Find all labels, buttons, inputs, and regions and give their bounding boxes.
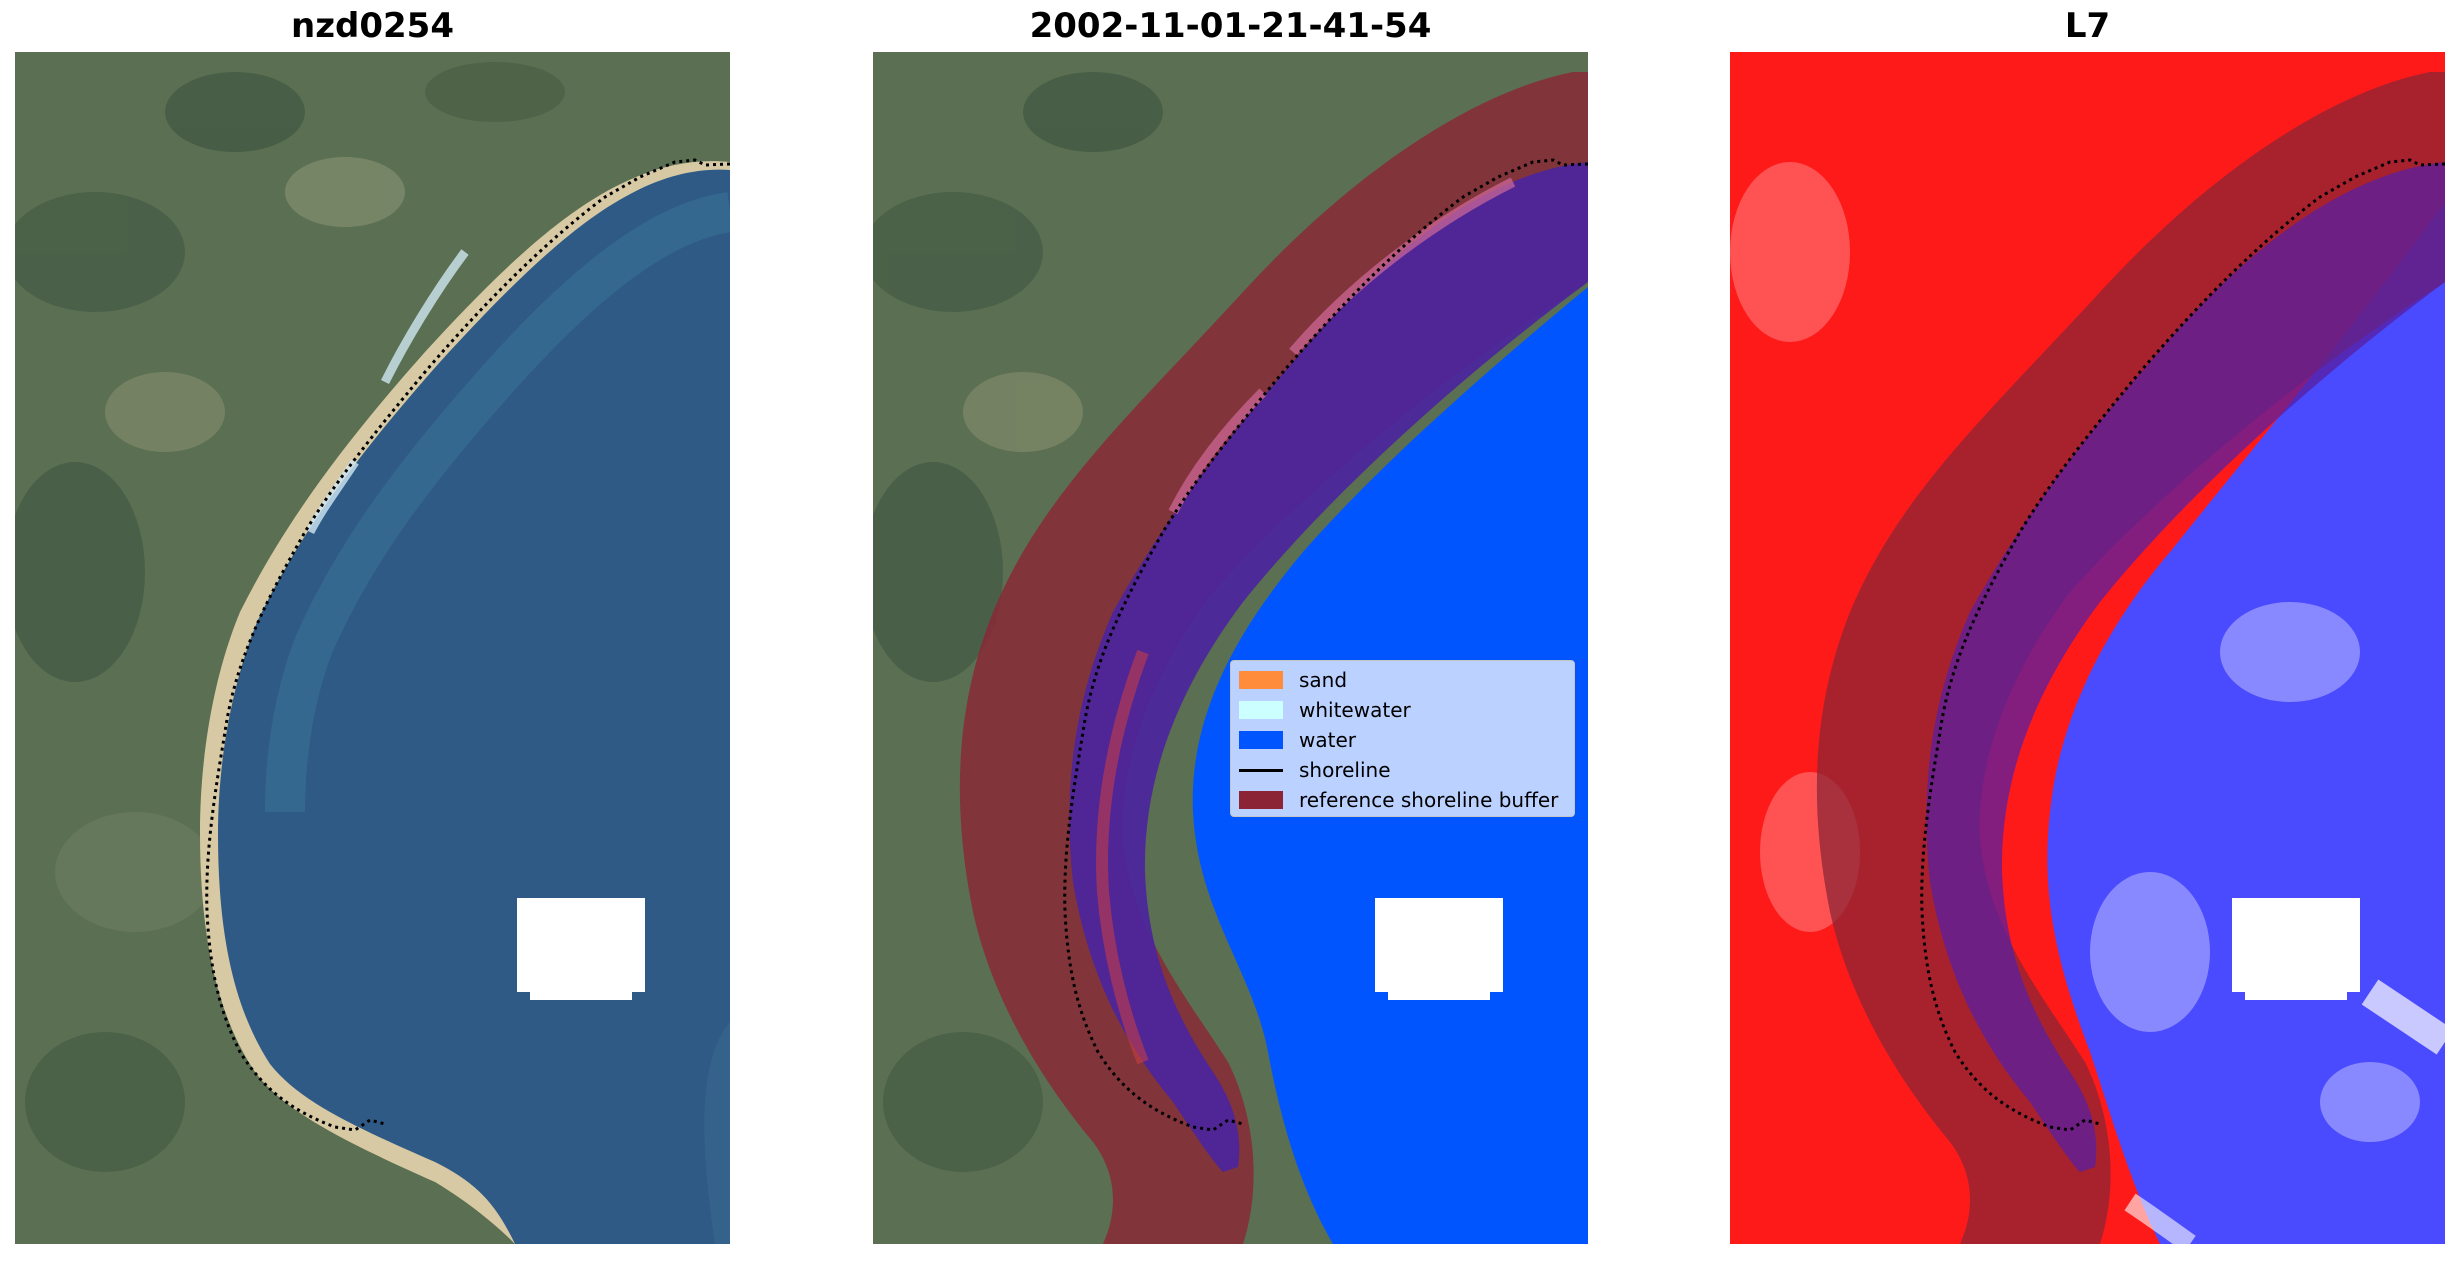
legend-label: shoreline (1299, 758, 1391, 782)
shoreline (205, 158, 730, 1132)
legend-item-shoreline: shoreline (1239, 755, 1566, 785)
shoreline (1920, 158, 2445, 1132)
classification-image (873, 52, 1588, 1244)
legend-item-buffer: reference shoreline buffer (1239, 785, 1566, 815)
whitewater-class (1168, 177, 1516, 515)
cloud-mask (2232, 898, 2360, 992)
rgb-panel: nzd0254 (15, 0, 730, 1265)
classification-panel: 2002-11-01-21-41-54 (873, 0, 1588, 1265)
sand-class (1096, 649, 1149, 1065)
nearshore-water (265, 192, 730, 813)
legend-label: sand (1299, 668, 1348, 692)
vegetation-texture (15, 62, 565, 1172)
panel-title: nzd0254 (291, 6, 454, 46)
shoreline-swatch (1239, 768, 1283, 772)
legend-label: whitewater (1299, 698, 1411, 722)
panel-title: 2002-11-01-21-41-54 (1029, 6, 1432, 46)
panel-title: L7 (2064, 6, 2111, 46)
legend-label: reference shoreline buffer (1299, 788, 1559, 812)
rgb-image (15, 52, 730, 1244)
water-in-buffer (1069, 162, 1588, 1172)
shoreline (1063, 158, 1588, 1132)
buffer-swatch (1239, 791, 1283, 809)
legend-label: water (1299, 728, 1356, 752)
cloud-mask (1375, 898, 1503, 992)
whitewater-foam (305, 249, 469, 535)
legend-item-whitewater: whitewater (1239, 695, 1566, 725)
index-image (1730, 52, 2445, 1244)
legend-item-sand: sand (1239, 665, 1566, 695)
cloud-mask (517, 898, 645, 992)
legend-item-water: water (1239, 725, 1566, 755)
legend: sand whitewater water shoreline referenc… (1230, 660, 1575, 817)
index-panel: L7 (1730, 0, 2445, 1265)
water-swatch (1239, 731, 1283, 749)
whitewater-swatch (1239, 701, 1283, 719)
sand-swatch (1239, 671, 1283, 689)
